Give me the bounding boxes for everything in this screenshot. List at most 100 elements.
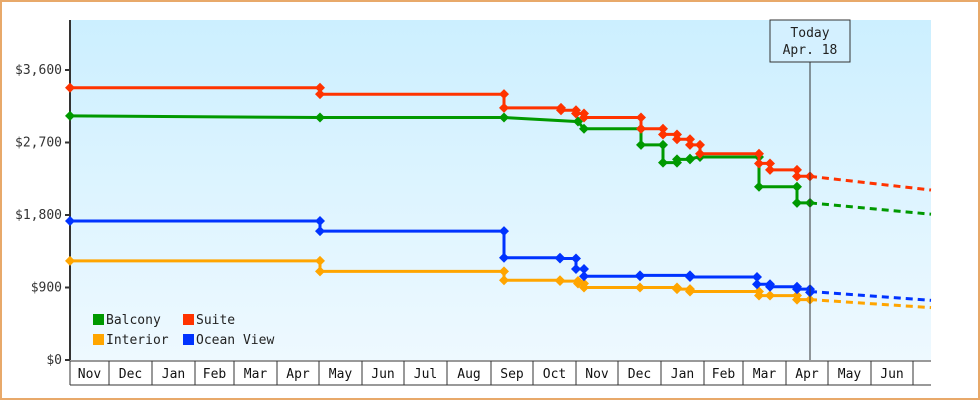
data-point-marker [315, 89, 325, 100]
data-point-marker [792, 197, 802, 208]
data-point-marker [792, 284, 802, 295]
legend-swatch [93, 314, 104, 325]
data-point-marker [672, 284, 682, 295]
data-point-marker [636, 123, 646, 134]
data-point-marker [672, 134, 682, 145]
data-point-marker [579, 123, 589, 134]
data-point-marker [571, 253, 581, 264]
data-point-marker [685, 286, 695, 297]
y-axis: $0 $900 $1,800 $2,700 $3,600 [15, 20, 71, 368]
x-month-label: Nov [585, 367, 609, 382]
data-point-marker [672, 154, 682, 165]
x-month-label: Feb [712, 367, 736, 382]
data-point-marker [499, 266, 509, 277]
legend-item-balcony: Balcony [93, 313, 161, 328]
legend-item-suite: Suite [183, 313, 235, 328]
data-point-marker [571, 108, 581, 119]
svg-text:Interior: Interior [106, 333, 169, 348]
data-point-marker [754, 290, 764, 301]
data-point-marker [315, 255, 325, 266]
data-point-marker [695, 148, 705, 159]
data-point-marker [792, 181, 802, 192]
data-point-marker [658, 129, 668, 140]
legend-swatch [183, 334, 194, 345]
x-month-label: Jan [671, 367, 694, 382]
data-point-marker [695, 139, 705, 150]
x-month-label: Jul [414, 367, 437, 382]
forecast-line [809, 201, 932, 216]
data-point-marker [315, 112, 325, 123]
data-point-marker [636, 112, 646, 123]
series-lines [65, 82, 932, 310]
today-date: Apr. 18 [783, 43, 838, 58]
data-point-marker [636, 139, 646, 150]
data-point-marker [65, 82, 75, 93]
x-month-label: Apr [795, 367, 819, 382]
y-tick-label: $1,800 [15, 208, 62, 223]
data-point-marker [792, 164, 802, 175]
data-point-marker [556, 105, 566, 116]
data-point-marker [65, 110, 75, 121]
data-point-marker [754, 148, 764, 159]
data-point-marker [315, 226, 325, 237]
legend-item-ocean-view: Ocean View [183, 333, 274, 348]
data-point-marker [315, 266, 325, 277]
data-point-marker [499, 252, 509, 263]
forecast-line [809, 174, 932, 192]
data-point-marker [765, 158, 775, 169]
data-point-marker [752, 272, 762, 283]
data-point-marker [685, 272, 695, 283]
data-point-marker [499, 102, 509, 113]
forecast-line [809, 290, 932, 302]
today-marker: Today Apr. 18 [769, 19, 851, 360]
x-month-label: Dec [119, 367, 142, 382]
x-month-label: May [838, 367, 862, 382]
x-axis: Nov Dec Jan Feb Mar Apr May Jun Jul Aug Sep Oct Nov D… [69, 360, 931, 386]
data-point-marker [685, 134, 695, 145]
data-point-marker [752, 279, 762, 290]
data-point-marker [685, 139, 695, 150]
legend: Balcony Suite Interior Ocean View [93, 313, 274, 348]
y-tick-label: $3,600 [15, 63, 62, 78]
plot-area [70, 20, 931, 360]
data-point-marker [65, 216, 75, 227]
x-month-label: Jun [880, 367, 903, 382]
data-point-marker [685, 153, 695, 164]
data-point-marker [658, 139, 668, 150]
x-month-label: Jun [371, 367, 394, 382]
x-month-label: Aug [457, 367, 480, 382]
today-label: Today [790, 26, 829, 41]
data-point-marker [573, 116, 583, 127]
data-point-marker [579, 263, 589, 274]
x-month-label: May [329, 367, 353, 382]
data-point-marker [754, 158, 764, 169]
data-point-marker [65, 255, 75, 266]
data-point-marker [579, 282, 589, 293]
x-month-label: Jan [162, 367, 185, 382]
legend-item-interior: Interior [93, 333, 169, 348]
x-month-label: Nov [78, 367, 102, 382]
x-month-label: Dec [628, 367, 651, 382]
data-point-marker [573, 278, 583, 289]
data-point-marker [765, 281, 775, 292]
data-point-marker [499, 226, 509, 237]
data-point-marker [315, 216, 325, 227]
forecast-line [809, 298, 932, 310]
y-tick-label: $900 [31, 281, 62, 296]
data-point-marker [499, 89, 509, 100]
svg-text:Suite: Suite [196, 313, 235, 328]
series-interior [65, 255, 932, 310]
data-point-marker [754, 181, 764, 192]
x-month-label: Mar [244, 367, 268, 382]
data-point-marker [579, 271, 589, 282]
data-point-marker [571, 263, 581, 274]
x-month-label: Apr [286, 367, 310, 382]
data-point-marker [765, 164, 775, 175]
legend-swatch [93, 334, 104, 345]
svg-text:Balcony: Balcony [106, 313, 161, 328]
svg-text:Ocean View: Ocean View [196, 333, 274, 348]
x-month-label: Oct [543, 367, 566, 382]
data-point-marker [499, 275, 509, 286]
y-tick-label: $0 [46, 353, 62, 368]
